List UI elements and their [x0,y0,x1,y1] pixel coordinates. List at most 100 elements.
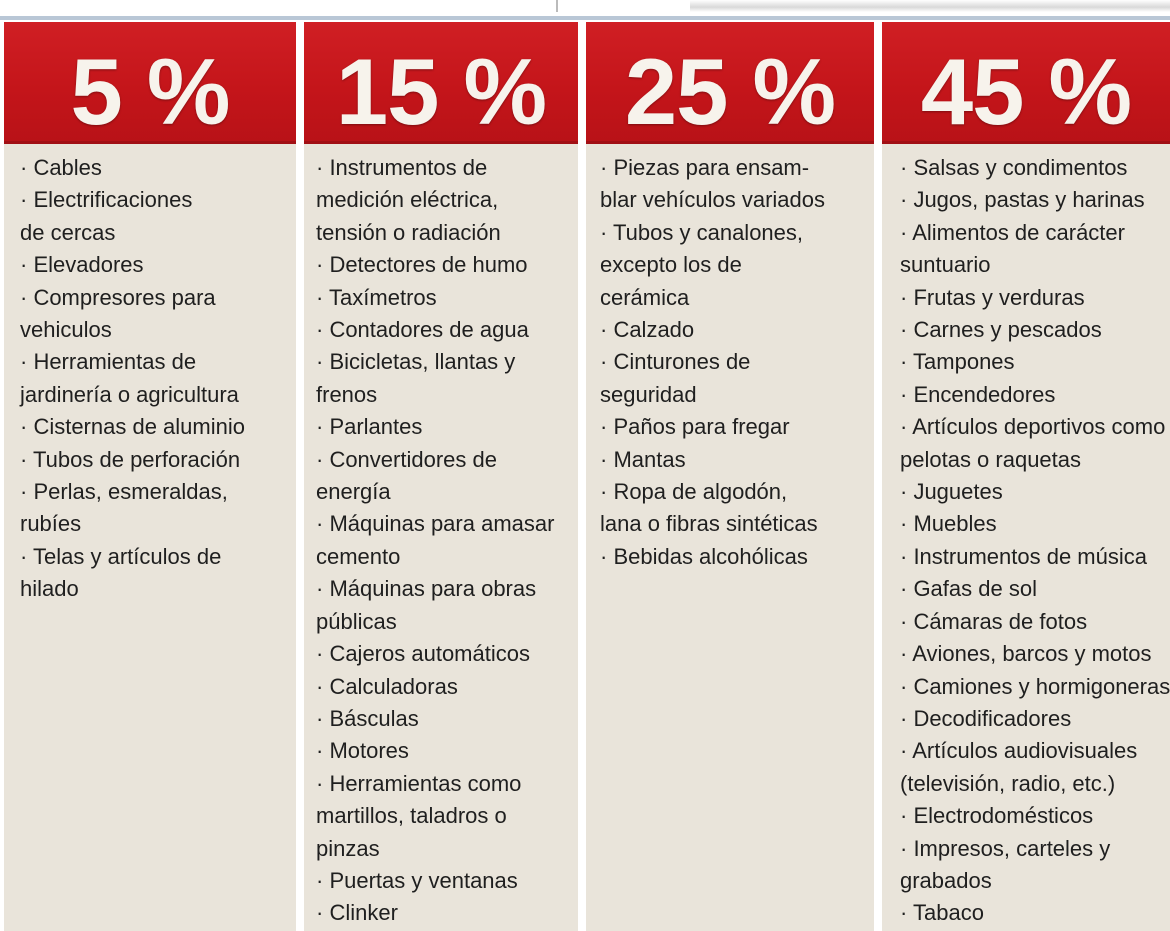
list-item: · Aviones, barcos y motos [900,638,1170,670]
item-list: · Piezas para ensam-blar vehículos varia… [586,152,874,573]
list-item-line: · Tubos de perforación [20,446,241,472]
list-item: · Clinker [316,897,578,929]
list-item-line: blar vehículos variados [600,187,826,213]
list-item: · Tampones [900,346,1170,378]
list-item-line: · Impresos, carteles y [900,835,1111,861]
list-item-line: · Salsas y condimentos [900,155,1128,180]
list-item: · Básculas [316,703,578,735]
list-item-line: seguridad [600,381,697,407]
list-item-line: · Tubos y canalones, [600,219,804,245]
list-item-line: · Máquinas para obras [316,576,537,602]
item-list: · Cables · Electrificaciones de cercas · El… [4,152,296,606]
list-item-line: · Piezas para ensam- [600,155,810,180]
list-item-line: excepto los de [600,252,742,278]
list-item: · Detectores de humo [316,249,578,281]
list-item: · Paños para fregar [600,411,874,443]
list-item-line: · Detectores de humo [316,252,528,278]
list-item-line: públicas [316,608,397,634]
list-item: · Contadores de agua [316,314,578,346]
list-item-line: · Básculas [316,705,419,731]
column-header: 15 % [304,22,578,144]
column-header: 5 % [4,22,296,144]
column-rate-15: 15 % · Instrumentos de medición eléctrica… [304,22,578,931]
list-item-line: · Electrodomésticos [900,803,1094,829]
list-item: · Frutas y verduras [900,282,1170,314]
list-item: · Compresores para vehiculos [20,282,296,347]
list-item-line: · Muebles [900,511,997,537]
top-edge-shadow [690,0,1170,12]
list-item: · Máquinas para obras públicas [316,573,578,638]
list-item: · Encendedores [900,379,1170,411]
column-rate-45: 45 % · Salsas y condimentos · Jugos, past… [882,22,1170,931]
list-item-line: · Jugos, pastas y harinas [900,187,1145,213]
list-item: · Gafas de sol [900,573,1170,605]
list-item: · Impresos, carteles y grabados [900,833,1170,898]
list-item-line: · Tabaco [900,900,984,926]
list-item-line: cerámica [600,284,690,310]
list-item: · Convertidores de energía [316,444,578,509]
list-item: · Muebles [900,508,1170,540]
top-rule [0,16,1170,20]
list-item-line: · Cisternas de aluminio [20,414,245,440]
list-item-line: · Puertas y ventanas [316,867,518,893]
top-edge-mark [556,0,558,12]
list-item-line: suntuario [900,252,991,278]
list-item: · Salsas y condimentos [900,152,1170,184]
list-item: · Instrumentos de música [900,541,1170,573]
rate-label: 15 % [335,39,547,144]
list-item-line: pelotas o raquetas [900,446,1082,472]
list-item: · Decodificadores [900,703,1170,735]
list-item-line: vehiculos [20,317,112,343]
list-item: · Cisternas de aluminio [20,411,296,443]
list-item-line: · Camiones y hormigoneras [900,673,1170,699]
list-item-line: medición eléctrica, [316,187,499,213]
list-item-line: · Perlas, esmeraldas, [20,479,228,505]
list-item-line: (televisión, radio, etc.) [900,770,1116,796]
list-item-line: · Instrumentos de música [900,543,1147,569]
list-item: · Camiones y hormigoneras [900,671,1170,703]
list-item-line: · Compresores para [20,284,216,310]
list-item-line: frenos [316,381,378,407]
list-item: · Carnes y pescados [900,314,1170,346]
list-item-line: · Parlantes [316,414,423,440]
list-item: · Cajeros automáticos [316,638,578,670]
list-item-line: · Bicicletas, llantas y [316,349,516,375]
list-item-line: tensión o radiación [316,219,501,245]
list-item-line: · Taxímetros [316,284,437,310]
list-item-line: · Instrumentos de [316,155,488,180]
list-item-line: · Cinturones de [600,349,751,375]
list-item-line: · Encendedores [900,381,1056,407]
list-item-line: · Motores [316,738,409,764]
list-item-line: · Cables [20,155,102,180]
list-item: · Bebidas alcohólicas [600,541,874,573]
list-item: · Tabaco [900,897,1170,929]
list-item-line: lana o fibras sintéticas [600,511,818,537]
rate-label: 25 % [624,39,836,144]
list-item-line: · Aviones, barcos y motos [900,641,1152,667]
list-item: · Artículos audiovisuales (televisión, ra… [900,735,1170,800]
list-item-line: · Frutas y verduras [900,284,1085,310]
list-item: · Telas y artículos de hilado [20,541,296,606]
list-item-line: · Herramientas como [316,770,522,796]
list-item: · Jugos, pastas y harinas [900,184,1170,216]
list-item: · Puertas y ventanas [316,865,578,897]
list-item-line: energía [316,479,391,505]
list-item-line: · Artículos deportivos como [900,414,1166,440]
list-item: · Tubos de perforación [20,444,296,476]
list-item: · Piezas para ensam-blar vehículos varia… [600,152,874,217]
list-item: · Herramientas de jardinería o agricultur… [20,346,296,411]
list-item-line: · Decodificadores [900,705,1072,731]
list-item-line: · Telas y artículos de [20,543,222,569]
rate-label: 5 % [70,39,231,144]
list-item-line: jardinería o agricultura [20,381,239,407]
list-item-line: · Contadores de agua [316,317,529,343]
list-item: · Taxímetros [316,282,578,314]
list-item-line: · Alimentos de carácter [900,219,1125,245]
list-item: · Perlas, esmeraldas, rubíes [20,476,296,541]
list-item-line: · Mantas [600,446,686,472]
list-item: · Cámaras de fotos [900,606,1170,638]
list-item-line: · Artículos audiovisuales [900,738,1138,764]
list-item-line: · Clinker [316,900,398,926]
list-item-line: · Bebidas alcohólicas [600,543,808,569]
list-item-line: pinzas [316,835,380,861]
